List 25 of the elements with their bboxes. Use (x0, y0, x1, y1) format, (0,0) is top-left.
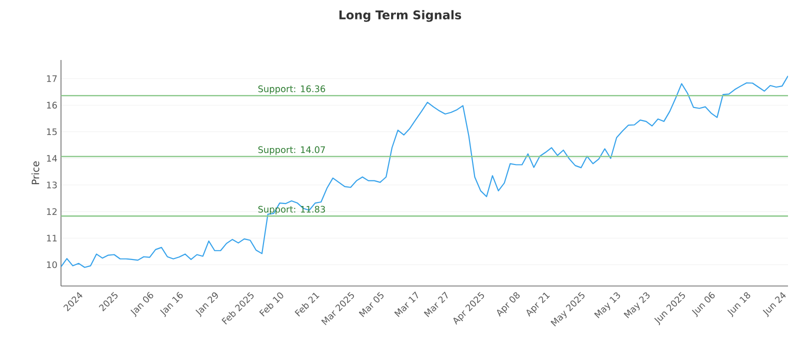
y-tick-label: 14 (47, 155, 57, 162)
y-tick-label: 15 (47, 128, 57, 136)
ref-line-label: Support: 16.36 (258, 85, 326, 94)
y-tick-label: 12 (47, 208, 57, 215)
x-tick-label: Mar 27 (424, 292, 448, 318)
x-tick-label: Jun 06 (692, 292, 715, 318)
x-tick-label: Mar 17 (394, 292, 418, 318)
x-tick-label: Jan 06 (130, 292, 154, 318)
y-tick-label: 10 (47, 261, 57, 268)
y-tick-label: 16 (47, 102, 57, 109)
chart-title: Long Term Signals (339, 10, 462, 22)
x-tick-label: Jun 18 (727, 292, 750, 318)
x-tick-label: Jan 16 (160, 292, 183, 318)
x-tick-label: Feb 10 (259, 292, 284, 316)
x-tick-label: Jun 24 (762, 292, 786, 318)
y-axis-title: Price (32, 161, 40, 184)
x-tick-label: Apr 08 (496, 292, 520, 317)
x-tick-label: Jan 29 (196, 292, 218, 318)
ref-line-label: Support: 14.07 (258, 146, 325, 155)
x-tick-label: Mar 05 (358, 292, 384, 318)
x-tick-label: Feb 21 (294, 292, 320, 316)
y-tick-label: 17 (47, 75, 57, 82)
y-tick-label: 11 (47, 234, 57, 242)
y-tick-label: 13 (47, 182, 57, 188)
x-tick-label: Apr 21 (526, 292, 550, 317)
